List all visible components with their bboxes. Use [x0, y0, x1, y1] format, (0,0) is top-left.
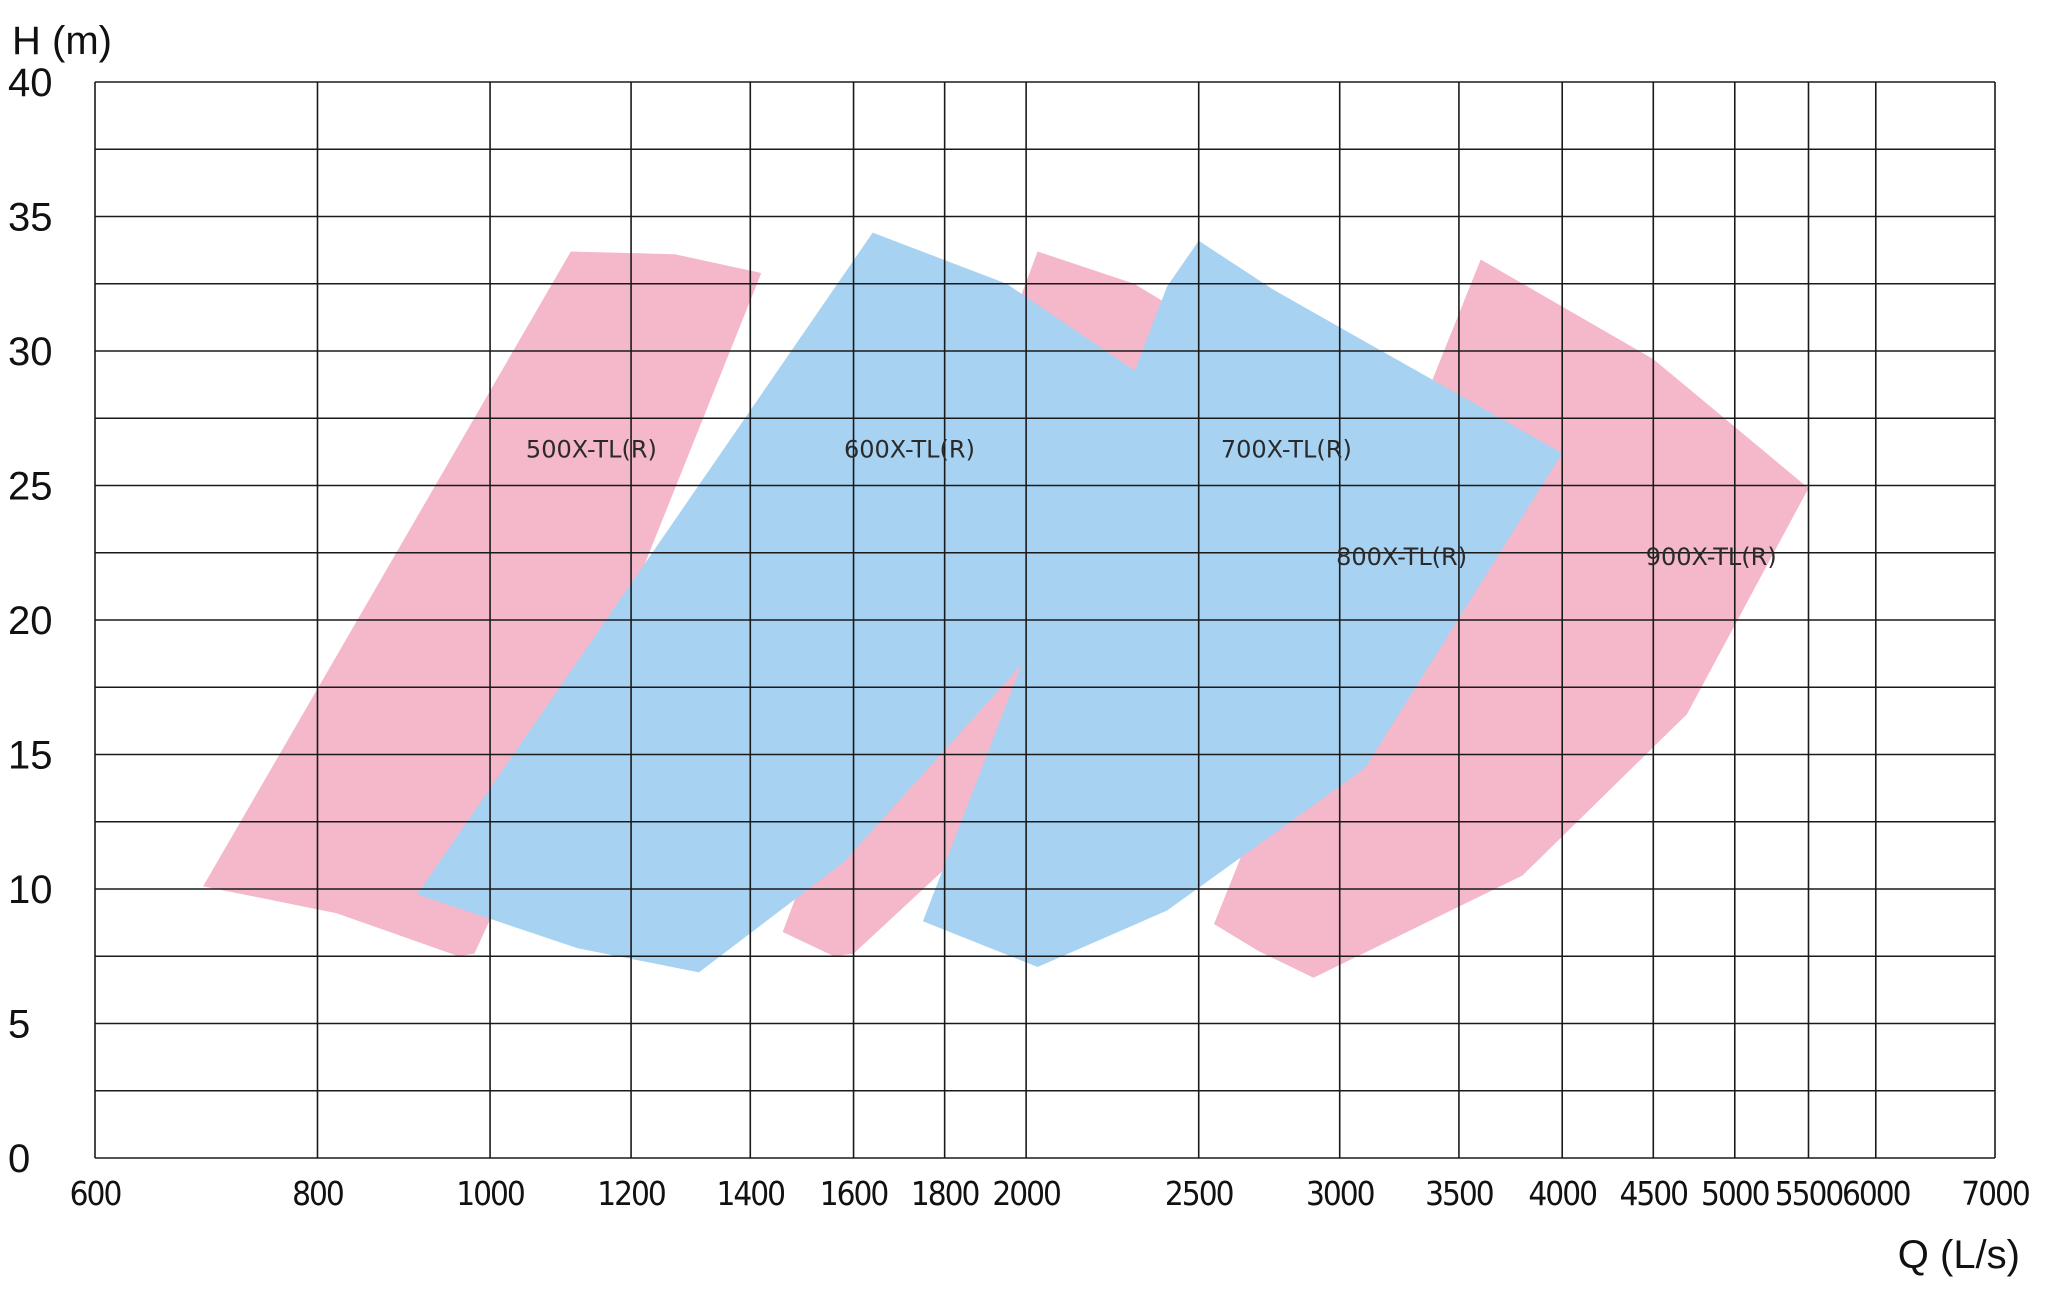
y-tick-label: 25: [8, 465, 53, 509]
x-tick-label: 3000: [1306, 1174, 1374, 1213]
y-tick-label: 15: [8, 734, 53, 778]
y-tick-label: 0: [8, 1137, 30, 1181]
x-tick-label: 4000: [1528, 1174, 1596, 1213]
x-tick-label: 3500: [1425, 1174, 1493, 1213]
x-tick-label: 1400: [717, 1174, 785, 1213]
x-axis-title: Q (L/s): [1898, 1233, 2020, 1277]
x-tick-label: 5000: [1701, 1174, 1769, 1213]
x-tick-label: 4500: [1620, 1174, 1688, 1213]
y-tick-label: 30: [8, 330, 53, 374]
region-label: 900X-TL(R): [1646, 543, 1777, 571]
x-tick-label: 1800: [911, 1174, 979, 1213]
x-tick-label: 800: [292, 1174, 343, 1213]
region-500x-tl-r: [203, 251, 762, 957]
region-label: 600X-TL(R): [844, 436, 975, 464]
region-label: 800X-TL(R): [1336, 543, 1467, 571]
y-tick-label: 40: [8, 61, 53, 105]
y-tick-label: 35: [8, 196, 53, 240]
region-label: 700X-TL(R): [1221, 436, 1352, 464]
grid-lines: [94, 81, 1996, 1159]
x-tick-label: 6000: [1842, 1174, 1910, 1213]
region-label: 500X-TL(R): [526, 436, 657, 464]
x-tick-label: 7000: [1961, 1174, 2029, 1213]
region-900x-tl-r: [1214, 259, 1809, 978]
x-tick-label: 1200: [597, 1174, 665, 1213]
x-tick-label: 1600: [820, 1174, 888, 1213]
y-tick-labels: 0 5 10 15 20 25 30 35 40: [8, 61, 53, 1181]
x-tick-label: 600: [70, 1174, 121, 1213]
region-800x-tl-r: [922, 240, 1563, 967]
x-tick-label: 1000: [456, 1174, 524, 1213]
region-labels: 500X-TL(R) 700X-TL(R) 900X-TL(R) 600X-TL(R)…: [526, 436, 1777, 572]
y-tick-label: 20: [8, 599, 53, 643]
x-tick-label: 5500: [1775, 1174, 1843, 1213]
y-tick-label: 10: [8, 868, 53, 912]
x-tick-labels: 600 800 1000 1200 1400 1600 1800 2000 2500 3000 35…: [70, 1174, 2031, 1213]
y-tick-label: 5: [8, 1003, 30, 1047]
x-tick-label: 2500: [1165, 1174, 1233, 1213]
y-axis-title: H (m): [12, 19, 112, 63]
x-tick-label: 2000: [992, 1174, 1060, 1213]
